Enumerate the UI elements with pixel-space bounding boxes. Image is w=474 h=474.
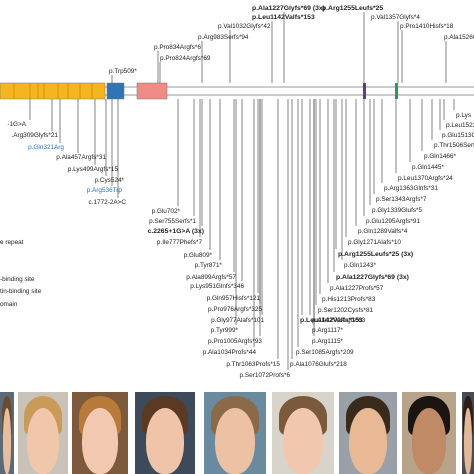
variant-label: p.Gly1339Glufs*5 [372,207,423,214]
patient-photo-strip [0,392,474,474]
patient-photo-4 [135,392,195,474]
protein-domains [0,82,398,100]
variant-labels: p.Ala1227Glyfs*69 (3x)p.Arg1255Leufs*25p… [7,5,474,379]
legend-entry: -binding site [0,276,35,283]
patient-photo-6 [272,392,334,474]
variant-label: p.Lys951Glnfs*346 [190,283,244,290]
patient-photo-5 [204,392,266,474]
face-shape [411,408,447,474]
legend-entry: omain [0,301,18,308]
variant-label: p.Glu1513Gly [442,132,474,139]
variant-label: p.Glu702* [152,208,181,215]
variant-label: p.Lys [456,112,471,119]
variant-label: p.Gln957Hisfs*121 [207,295,261,302]
variant-label: p.Arg983Serfs*94 [198,34,249,41]
variant-label: p.Ala1034Profs*44 [203,349,257,356]
patient-photo-7 [339,392,397,474]
variant-label: p.Ala1227Glyfs*69 (3x) [336,274,409,281]
patient-photo-2 [18,392,68,474]
variant-label: p.Pro976Argfs*325 [208,306,262,313]
variant-label: p.Ser1072Profs*6 [240,372,291,379]
salmon-domain [136,82,168,100]
face-shape [349,408,387,474]
variant-label: p.Pro824Argfs*69 [160,55,211,62]
variant-label: p.Val1032Glyfs*42 [218,23,271,30]
variant-label: p.Thr1063Profs*15 [226,361,280,368]
variant-label: p.Leu1370Argfs*24 [398,175,453,182]
variant-label: -1G>A [7,121,26,128]
patient-photo-3 [72,392,128,474]
variant-label: p.Val1357Glyfs*4 [371,14,420,21]
face-shape [464,408,472,474]
variant-label: p.Pro1005Argfs*93 [208,338,262,345]
variant-label: p.Arg1363Glnfs*31 [384,185,438,192]
variant-label: p.Ala1076Glufs*218 [290,361,347,368]
face-shape [215,408,255,474]
variant-label: p.Gln321Arg [28,144,64,151]
legend-entry: tin-binding site [0,288,42,295]
variant-label: p.Gly977Alafs*101 [211,317,264,324]
variant-label: c.1772-2A>C [89,199,127,206]
variant-label: p.Arg1115* [312,338,344,345]
variant-label: p.Leu1142Valfs*153 [252,14,315,21]
variant-label: p.Gln1243* [344,262,376,269]
face-shape [27,408,59,474]
variant-label: p.Tyr999* [211,327,239,334]
variant-label: p.Arg536Trp [87,187,123,194]
variant-label: c.2265+1G>A (3x) [148,228,204,235]
patient-photo-8 [402,392,456,474]
variant-map-diagram: p.Ala1227Glyfs*69 (3x)p.Arg1255Leufs*25p… [0,5,474,379]
variant-label: p.Pro834Argfs*6 [154,44,201,51]
domain-legend: e repeat -binding site tin-binding site oma… [0,239,42,308]
variant-label: p.Arg1117* [312,327,344,334]
variant-connectors [29,12,455,370]
variant-label: p.Ser1085Argfs*209 [296,349,354,356]
variant-label: p.Arg1255Leufs*25 (3x) [338,251,413,258]
variant-label: p.Ser1343Argfs*7 [376,196,427,203]
variant-label: p.Glu809* [184,252,213,259]
variant-label: p.Gln1466* [424,153,456,160]
green-site [395,83,398,99]
face-shape [145,408,185,474]
variant-label: p.Ala1227Glyfs*69 (3x) [252,5,325,12]
variant-label: p.Ala1200Argfs*63 [312,317,366,324]
variant-label: p.Ser1202Cysfs*81 [318,307,374,314]
variant-label: .Arg309Glyfs*21 [11,132,58,139]
variant-label: p.Ala1526Gl [444,34,474,41]
variant-label: p.Gln1289Valfs*4 [358,228,408,235]
variant-label: p.Lys499Argfs*15 [68,166,119,173]
variant-label: p.Arg1255Leufs*25 [322,5,383,12]
purple-site [363,83,366,99]
repeat-domain [0,82,106,100]
variant-label: p.Leu1522Glu [446,122,474,129]
blue-domain [106,82,125,100]
variant-label: p.Cys524* [95,177,125,184]
face-shape [2,408,12,474]
variant-label: p.Thr1506Serfs [434,142,474,149]
variant-label: p.Ala1227Profs*57 [330,285,384,292]
variant-label: p.Pro1410Hisfs*18 [400,23,454,30]
variant-label: p.His1213Profs*83 [322,296,376,303]
variant-label: p.Glu1295Argfs*91 [366,218,420,225]
variant-label: p.Gly1271Alafs*10 [348,239,401,246]
variant-label: p.Gln1445* [412,164,444,171]
face-shape [82,408,118,474]
variant-label: p.Trp509* [109,68,137,75]
variant-label: p.Ala457Argfs*31 [56,154,106,161]
variant-label: p.Ile777Phefs*7 [157,239,203,246]
legend-entry: e repeat [0,239,24,246]
variant-label: p.Leu1142Valfs*153 [300,317,363,324]
patient-photo-9 [462,392,474,474]
variant-label: p.Ser755Serfs*1 [149,218,196,225]
variant-label: p.Tyr871* [195,262,223,269]
face-shape [283,408,323,474]
patient-photo-1 [0,392,14,474]
variant-label: p.Ala899Argfs*57 [186,274,236,281]
